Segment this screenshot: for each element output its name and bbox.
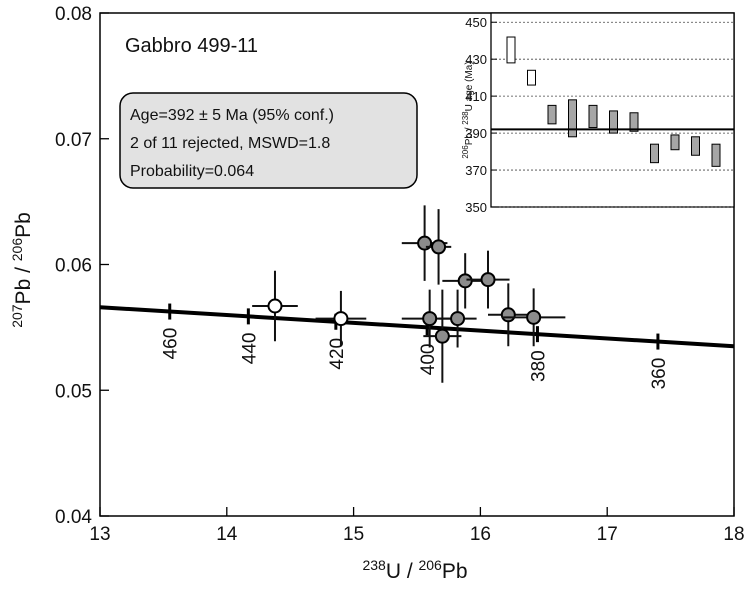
result-box-frame [119, 92, 418, 189]
x-tick-label: 13 [89, 524, 110, 545]
inset-age-bar [691, 136, 700, 156]
inset-age-bar [609, 110, 618, 134]
data-point [434, 328, 450, 344]
y-label-sup2: 206 [9, 238, 25, 262]
data-point [457, 273, 473, 289]
inset-frame [490, 12, 735, 208]
inset-age-bar [650, 143, 659, 164]
x-tick-label: 16 [470, 524, 491, 545]
inset-y-label-sup2: 238 [461, 111, 470, 125]
data-point [480, 272, 496, 288]
x-tick-label: 17 [597, 524, 618, 545]
result-rejected-text: 2 of 11 rejected, MSWD=1.8 [130, 135, 330, 152]
concordia-age-label: 360 [649, 358, 670, 390]
x-tick-label: 18 [723, 524, 744, 545]
rejected-data-point [267, 298, 283, 314]
inset-layer: 350 370 390 410 430 450 [465, 15, 734, 215]
concordia-age-label: 440 [239, 333, 260, 365]
data-point [500, 307, 516, 323]
result-age-text: Age=392 ± 5 Ma (95% conf.) [130, 107, 334, 124]
concordia-age-label: 400 [418, 344, 439, 376]
x-label-sup2: 206 [418, 557, 442, 573]
main-plot-layer [99, 12, 735, 517]
sample-title: Gabbro 499-11 [125, 35, 258, 57]
inset-y-label-mid: Pb / [464, 125, 475, 146]
concordia-curve [99, 305, 735, 349]
y-label-sup1: 207 [9, 304, 25, 328]
inset-y-label-tail: U age (Ma) [464, 61, 475, 111]
data-point [431, 239, 447, 255]
inset-age-bar [670, 134, 680, 151]
y-label-base1: Pb / [12, 261, 35, 304]
x-label-sup1: 238 [362, 557, 386, 573]
inset-y-tick-label: 430 [465, 52, 487, 67]
data-point [450, 311, 466, 327]
inset-age-bar [629, 112, 639, 132]
x-axis-label: 238U / 206Pb [362, 557, 467, 583]
x-tick-label: 14 [216, 524, 238, 545]
inset-age-bar [568, 99, 577, 138]
inset-y-tick-label: 370 [465, 163, 487, 178]
y-tick-label: 0.05 [55, 381, 92, 402]
data-point [422, 311, 438, 327]
concordia-age-label: 420 [327, 338, 348, 370]
y-tick-label: 0.04 [55, 507, 92, 528]
rejected-data-point [333, 311, 349, 327]
inset-y-tick-label: 390 [465, 126, 487, 141]
result-probability-text: Probability=0.064 [130, 163, 254, 180]
concordia-age-label: 380 [528, 350, 549, 382]
result-box: Age=392 ± 5 Ma (95% conf.) 2 of 11 rejec… [119, 92, 418, 189]
inset-age-bar [711, 143, 721, 167]
x-label-base2: Pb [442, 560, 468, 583]
x-label-base1: U / [386, 560, 419, 583]
inset-plot: 350 370 390 410 430 450 206Pb / 238U age (Ma) [461, 12, 735, 215]
inset-y-tick-label: 350 [465, 200, 487, 215]
inset-y-label-sup1: 206 [461, 145, 470, 159]
concordia-age-label: 460 [161, 328, 182, 360]
inset-age-bar [588, 104, 598, 129]
inset-y-axis-label: 206Pb / 238U age (Ma) [461, 61, 475, 158]
y-label-base2: Pb [12, 212, 35, 238]
y-tick-label: 0.06 [55, 256, 92, 277]
inset-rejected-age-bar [506, 36, 516, 64]
inset-y-tick-label: 450 [465, 15, 487, 30]
inset-age-bar [547, 104, 557, 125]
x-tick-label: 15 [343, 524, 364, 545]
inset-rejected-age-bar [527, 69, 536, 86]
inset-y-tick-label: 410 [465, 89, 487, 104]
y-tick-label: 0.08 [55, 4, 92, 25]
data-point [526, 309, 542, 325]
y-axis-label: 207Pb / 206Pb [9, 212, 35, 328]
y-tick-label: 0.07 [55, 130, 92, 151]
